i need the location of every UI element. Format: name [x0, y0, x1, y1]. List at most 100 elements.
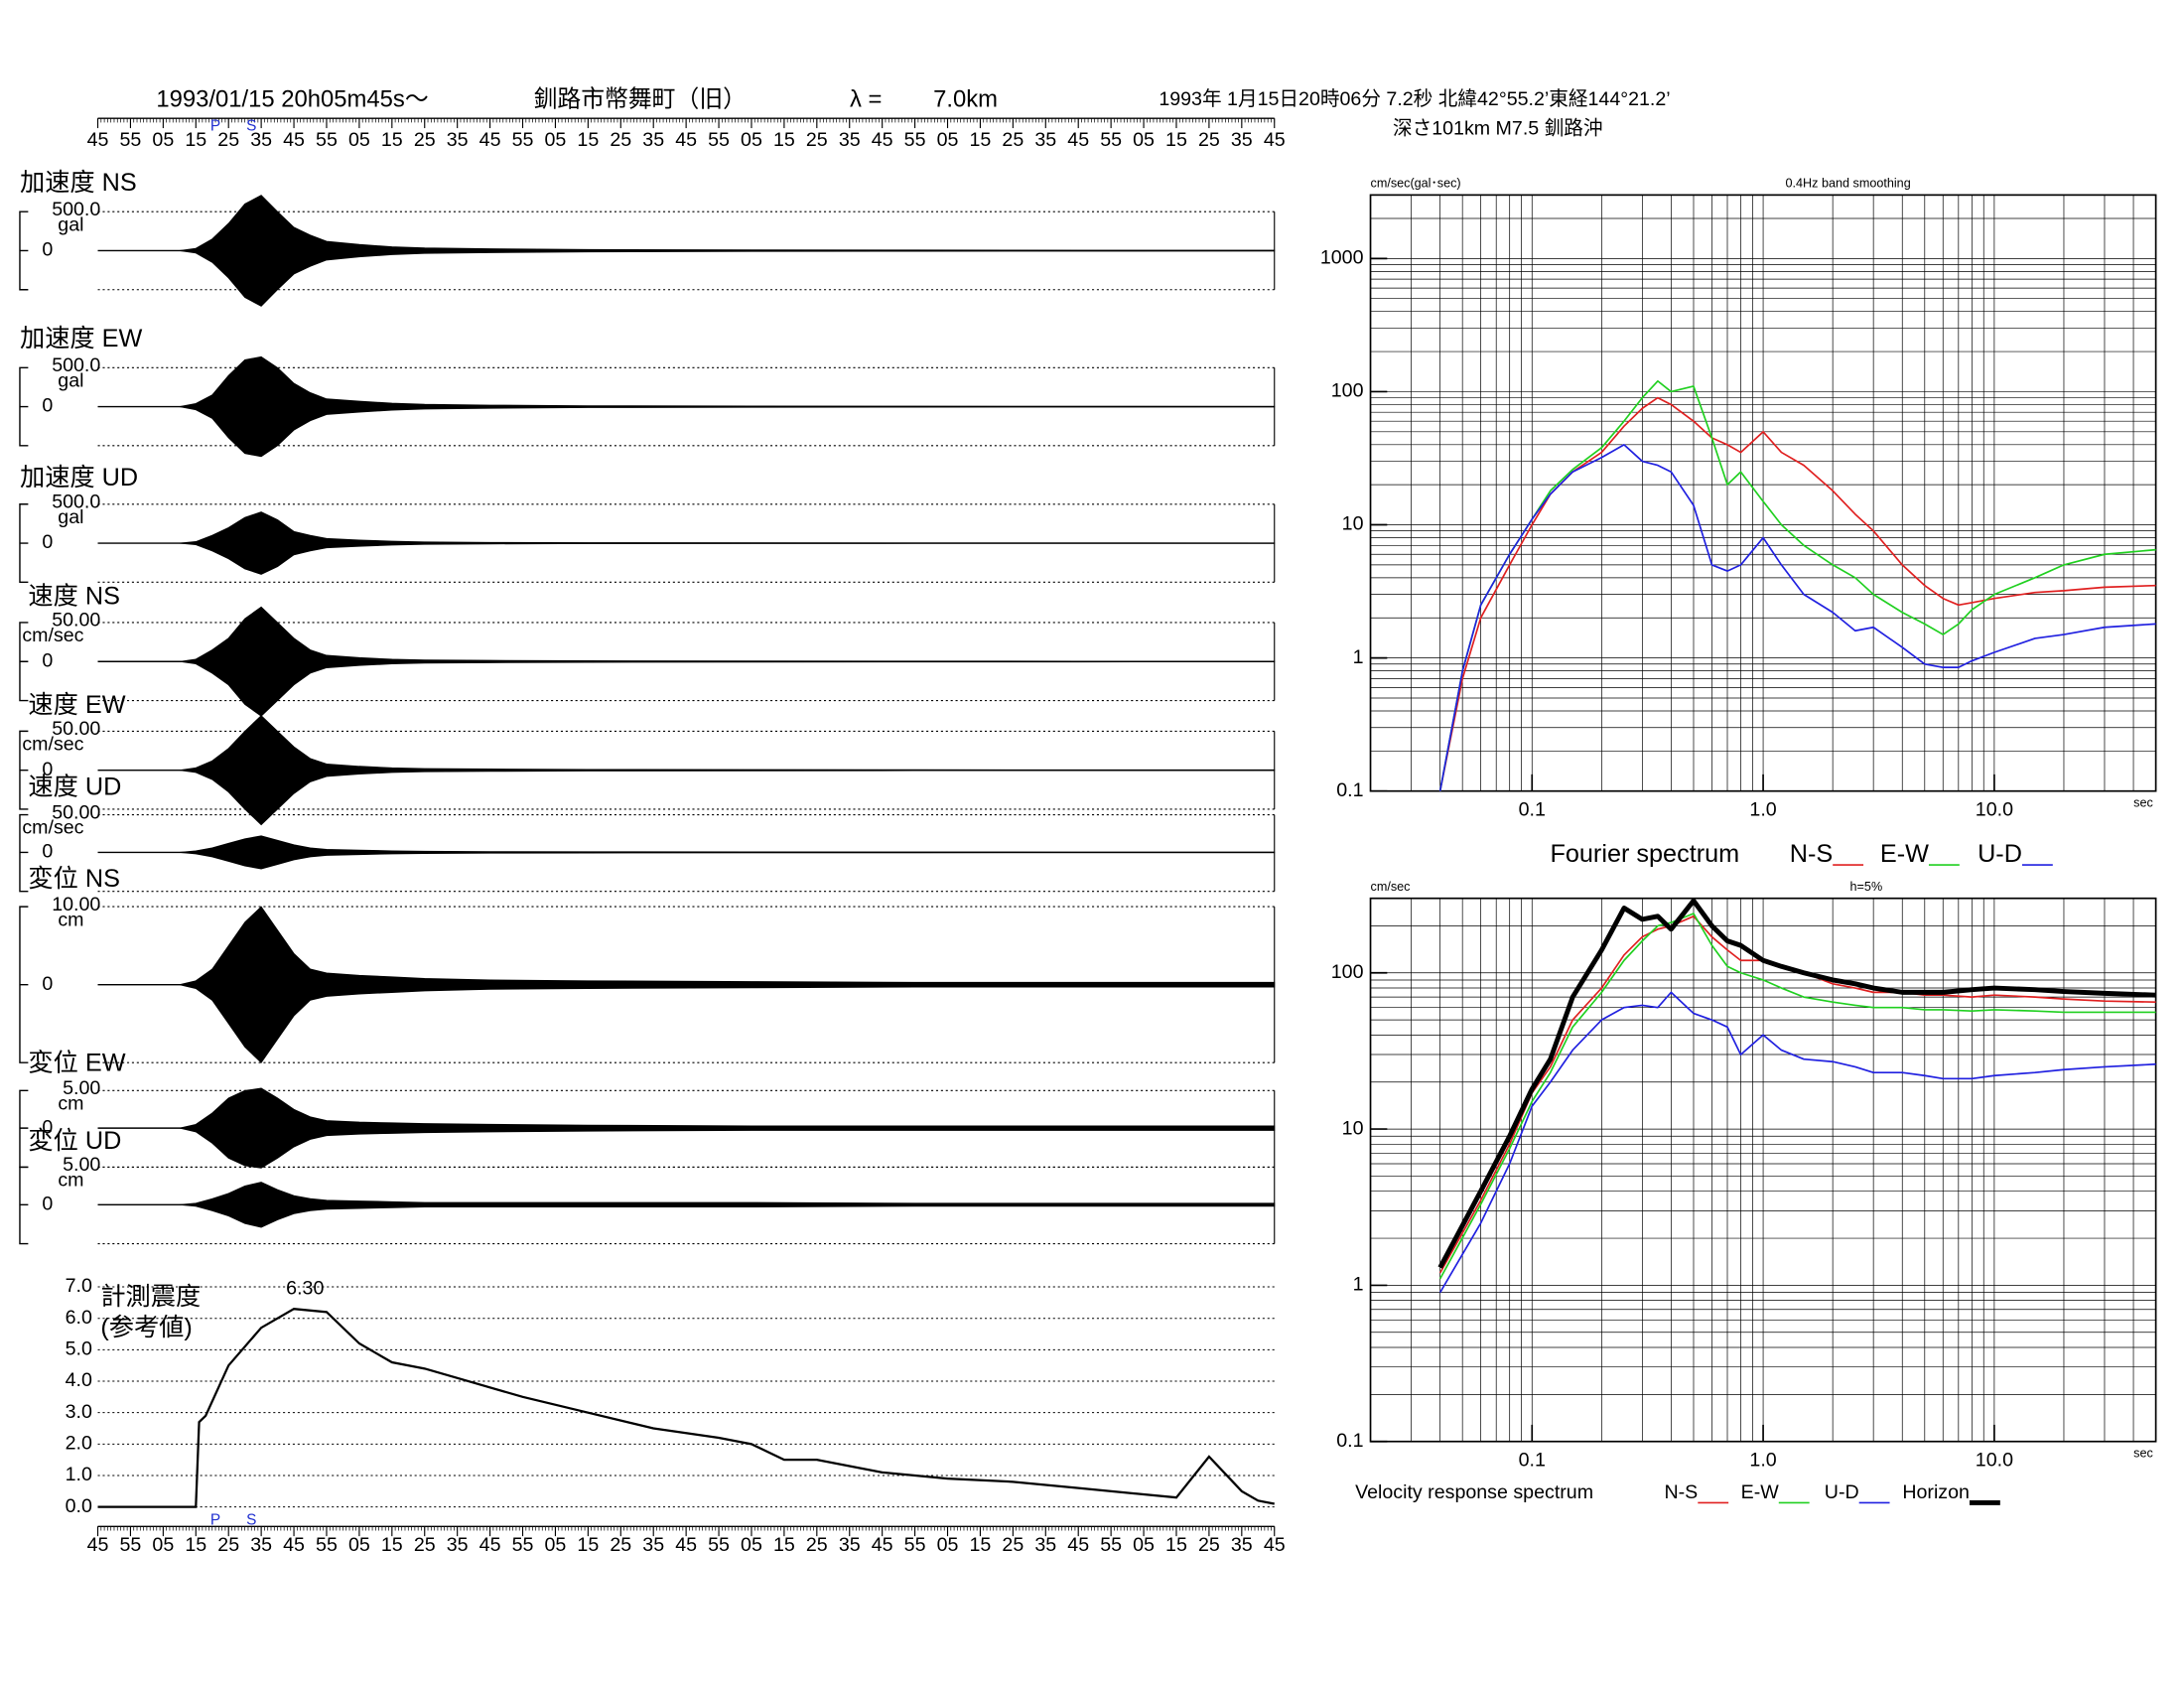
x-tick-label: 05	[152, 1534, 174, 1556]
x-tick-label: 45	[283, 1534, 305, 1556]
y-tick-label: 2.0	[66, 1433, 92, 1455]
y-tick-label: 1	[1353, 1274, 1364, 1296]
x-tick-label: 35	[1231, 129, 1253, 151]
x-tick-label: 45	[87, 129, 109, 151]
x-tick-label: 1.0	[1749, 799, 1776, 821]
unit-label: cm	[58, 1092, 83, 1114]
zero-label: 0	[42, 239, 53, 261]
x-tick-label: 55	[316, 129, 338, 151]
x-tick-label: 55	[708, 1534, 730, 1556]
spectrum-line	[1438, 991, 2156, 1294]
x-tick-label: 15	[185, 1534, 206, 1556]
bracket	[19, 503, 29, 584]
chart-subtitle: h=5%	[1850, 880, 1883, 894]
bracket	[19, 1166, 29, 1245]
x-tick-label: 35	[447, 1534, 469, 1556]
zero-label: 0	[42, 531, 53, 553]
x-tick-label: 45	[675, 129, 697, 151]
x-tick-label: 45	[1067, 1534, 1089, 1556]
x-tick-label: 25	[414, 129, 436, 151]
y-tick-label: 6.0	[66, 1307, 92, 1329]
x-tick-label: 45	[1067, 129, 1089, 151]
spectrum-line	[1438, 379, 2156, 791]
unit-label: cm	[58, 909, 83, 930]
y-tick-label: 1000	[1320, 247, 1364, 269]
trace-label: 加速度 UD	[20, 464, 138, 492]
trace-envelope	[97, 715, 1276, 826]
lambda-label: λ =	[850, 85, 882, 112]
legend-title: Fourier spectrum	[1550, 840, 1739, 868]
chart-subtitle: (参考値)	[100, 1314, 193, 1341]
scale-label: 500.0	[52, 492, 100, 513]
x-tick-label: 05	[545, 1534, 567, 1556]
x-tick-label: 15	[773, 1534, 795, 1556]
x-tick-label: 05	[1133, 1534, 1155, 1556]
legend-label: E-W	[1880, 840, 1929, 868]
x-tick-label: 45	[872, 129, 893, 151]
x-tick-label: 35	[642, 1534, 664, 1556]
trace-envelope	[97, 906, 1276, 1063]
x-tick-label: 25	[806, 1534, 828, 1556]
y-tick-label: 10	[1342, 1117, 1364, 1139]
peak-label: 6.30	[286, 1278, 324, 1300]
zero-label: 0	[42, 759, 53, 780]
trace-label: 変位 EW	[28, 1049, 125, 1076]
x-tick-label: 15	[185, 129, 206, 151]
x-tick-label: 35	[1034, 129, 1056, 151]
bracket	[19, 813, 29, 893]
x-tick-label: 45	[1264, 1534, 1286, 1556]
x-tick-label: 15	[381, 129, 403, 151]
x-tick-label: 35	[447, 129, 469, 151]
x-tick-label: 10.0	[1976, 799, 2013, 821]
x-tick-label: 05	[1133, 129, 1155, 151]
zero-label: 0	[42, 649, 53, 671]
lambda-value: 7.0km	[933, 85, 998, 112]
spectrum-line	[1437, 898, 2156, 1269]
unit-label: gal	[58, 506, 83, 528]
trace-envelope	[97, 511, 1276, 575]
phase-marker: S	[246, 1512, 256, 1529]
scale-label: 500.0	[52, 354, 100, 376]
x-tick-label: 35	[839, 129, 861, 151]
legend-label: N-S	[1790, 840, 1833, 868]
x-tick-label: 55	[904, 129, 926, 151]
y-tick-label: 4.0	[66, 1369, 92, 1391]
x-tick-label: 45	[675, 1534, 697, 1556]
zero-label: 0	[42, 1116, 53, 1138]
y-tick-label: 0.0	[66, 1495, 92, 1517]
x-tick-label: 05	[348, 1534, 370, 1556]
y-tick-label: 1.0	[66, 1464, 92, 1485]
x-tick-label: 0.1	[1519, 799, 1546, 821]
trace-envelope	[97, 355, 1276, 458]
x-tick-label: 25	[610, 129, 631, 151]
unit-label: cm/sec	[22, 734, 83, 756]
x-tick-label: 25	[1002, 1534, 1024, 1556]
x-tick-label: 15	[970, 1534, 992, 1556]
x-tick-label: 05	[937, 129, 959, 151]
trace-label: 加速度 EW	[20, 325, 143, 352]
y-axis-label: cm/sec(gal･sec)	[1371, 176, 1461, 190]
trace-label: 速度 EW	[28, 691, 125, 719]
bracket	[19, 211, 29, 291]
y-tick-label: 1	[1353, 646, 1364, 668]
trace-envelope	[97, 835, 1276, 870]
x-tick-label: 55	[1100, 129, 1122, 151]
x-tick-label: 25	[1198, 129, 1220, 151]
trace-label: 加速度 NS	[20, 169, 137, 197]
x-tick-label: 45	[1264, 129, 1286, 151]
trace-label: 変位 UD	[28, 1127, 121, 1155]
origin-info: 1993年 1月15日20時06分 7.2秒 北緯42°55.2’東経144°2…	[1159, 88, 1670, 110]
x-tick-label: 25	[610, 1534, 631, 1556]
x-tick-label: 25	[217, 1534, 239, 1556]
scale-label: 10.00	[52, 894, 100, 915]
x-tick-label: 55	[120, 129, 142, 151]
legend-label: E-W	[1741, 1481, 1780, 1503]
y-axis-label: cm/sec	[1371, 880, 1411, 894]
intensity-line	[97, 1308, 1275, 1508]
unit-label: gal	[58, 370, 83, 392]
x-tick-label: 05	[545, 129, 567, 151]
trace-envelope	[97, 606, 1276, 717]
trace-label: 変位 NS	[28, 865, 120, 893]
x-tick-label: 35	[250, 129, 272, 151]
x-tick-label: 05	[741, 129, 762, 151]
